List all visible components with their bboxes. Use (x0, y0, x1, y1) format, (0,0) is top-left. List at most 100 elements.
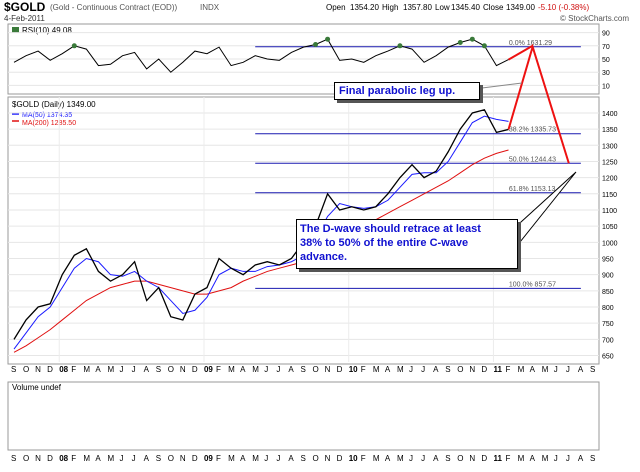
x-axis-label: O (168, 365, 174, 374)
x-axis-label: N (180, 454, 186, 463)
close-label: Close (483, 3, 504, 12)
x-axis-label: F (216, 365, 221, 374)
x-axis-label: N (469, 454, 475, 463)
x-axis-label: N (325, 365, 331, 374)
rsi-overbought-marker (71, 43, 77, 49)
x-axis-label: J (120, 454, 124, 463)
x-axis-label: N (180, 365, 186, 374)
rsi-overbought-marker (397, 43, 403, 49)
fib-level-label: 50.0% 1244.43 (509, 156, 556, 163)
x-axis-label: D (192, 365, 198, 374)
x-axis-label: S (445, 365, 450, 374)
x-axis-label: M (228, 454, 235, 463)
x-axis-label: S (300, 454, 305, 463)
x-axis-label: O (23, 454, 29, 463)
x-axis-label: F (361, 365, 366, 374)
x-axis-label: F (361, 454, 366, 463)
x-axis-label: N (35, 365, 41, 374)
rsi-projection-line (508, 44, 534, 61)
x-axis-label: S (156, 454, 161, 463)
x-axis-label: N (469, 365, 475, 374)
x-axis-label: O (23, 365, 29, 374)
change-value: -5.10 (-0.38%) (538, 3, 589, 12)
x-axis-label: S (300, 365, 305, 374)
open-value: 1354.20 (350, 3, 379, 12)
rsi-tick-label: 50 (602, 57, 610, 64)
x-axis-label: 08 (59, 365, 68, 374)
x-axis-label: N (35, 454, 41, 463)
x-axis-label: J (566, 454, 570, 463)
price-tick-label: 1350 (602, 127, 618, 134)
x-axis-label: J (276, 454, 280, 463)
x-axis-label: A (288, 365, 294, 374)
chart-date: 4-Feb-2011 (4, 14, 45, 23)
price-tick-label: 1100 (602, 208, 617, 215)
x-axis-label: 09 (204, 454, 213, 463)
x-axis-label: A (385, 454, 391, 463)
price-tick-label: 850 (602, 289, 614, 296)
x-axis-label: J (566, 365, 570, 374)
x-axis-label: 09 (204, 365, 213, 374)
exchange-label: INDX (200, 3, 220, 12)
rsi-label: RSI(10) 49.08 (22, 26, 72, 35)
parabolic-pointer (473, 82, 523, 90)
dwave-annotation: The D-wave should retrace at least 38% t… (296, 219, 518, 269)
x-axis-label: F (71, 454, 76, 463)
low-label: Low (435, 3, 450, 12)
ma200-line (13, 149, 509, 353)
volume-label: Volume undef (12, 383, 62, 392)
dwave-text-line-1: The D-wave should retrace at least (300, 223, 481, 235)
price-tick-label: 1150 (602, 192, 617, 199)
x-axis-label: 10 (349, 365, 358, 374)
x-axis-label: F (506, 454, 511, 463)
dwave-text-line-2: 38% to 50% of the entire C-wave (300, 237, 469, 249)
x-axis-label: M (252, 365, 259, 374)
x-axis-label: A (240, 365, 246, 374)
price-tick-label: 1000 (602, 240, 618, 247)
x-axis-label: S (11, 365, 16, 374)
x-axis-label: M (83, 365, 90, 374)
x-axis-label: F (71, 365, 76, 374)
x-axis-label: 11 (493, 454, 502, 463)
x-axis-label: A (95, 365, 101, 374)
x-axis-label: M (397, 365, 404, 374)
x-axis-label: A (95, 454, 101, 463)
dwave-text-line-3: advance. (300, 251, 348, 263)
high-value: 1357.80 (403, 3, 432, 12)
x-axis-label: A (530, 454, 536, 463)
x-axis-label: D (481, 365, 487, 374)
high-label: High (382, 3, 398, 12)
x-axis-label: D (481, 454, 487, 463)
x-axis-label: M (542, 365, 549, 374)
price-tick-label: 900 (602, 273, 614, 280)
parabolic-text: Final parabolic leg up. (339, 85, 456, 97)
x-axis-label: 11 (493, 365, 502, 374)
symbol-title: $GOLD (4, 0, 46, 14)
x-axis-label: A (288, 454, 294, 463)
x-axis-label: J (132, 365, 136, 374)
parabolic-annotation: Final parabolic leg up. (334, 82, 480, 100)
price-tick-label: 1050 (602, 224, 618, 231)
x-axis-label: M (83, 454, 90, 463)
x-axis-label: F (216, 454, 221, 463)
x-axis-label: M (228, 365, 235, 374)
rsi-tick-label: 90 (602, 31, 610, 38)
x-axis-label: F (506, 365, 511, 374)
rsi-overbought-marker (457, 40, 463, 45)
x-axis-label: M (397, 454, 404, 463)
copyright-label: © StockCharts.com (560, 14, 629, 23)
x-axis-label: O (313, 454, 319, 463)
price-tick-label: 1200 (602, 176, 618, 183)
x-axis-label: S (590, 454, 595, 463)
open-label: Open (326, 3, 346, 12)
x-axis-label: M (373, 454, 380, 463)
x-axis-label: A (433, 454, 439, 463)
x-axis-label: O (313, 365, 319, 374)
x-axis-label: S (590, 365, 595, 374)
x-axis-label: J (120, 365, 124, 374)
x-axis-label: A (530, 365, 536, 374)
x-axis-label: D (337, 365, 343, 374)
ma50-label: MA(50) 1374.35 (22, 112, 72, 119)
fib-level-label: 38.2% 1335.73 (509, 127, 556, 134)
